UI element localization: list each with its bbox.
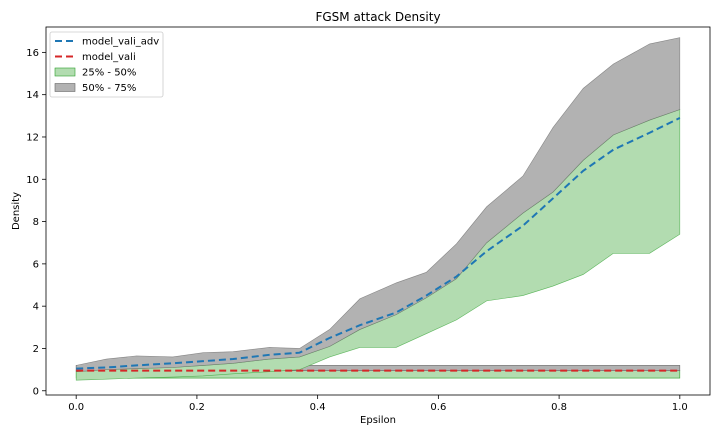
y-axis-ticks: 0 2 4 6 8 10 12 14 16 xyxy=(26,48,46,397)
y-tick-label: 12 xyxy=(26,132,39,143)
x-tick-label: 0.6 xyxy=(430,402,446,413)
legend-label-model-vali: model_vali xyxy=(82,52,136,63)
plot-frame xyxy=(45,26,711,396)
y-tick-label: 0 xyxy=(33,386,39,397)
y-tick-label: 14 xyxy=(26,90,39,101)
x-axis-ticks: 0.0 0.2 0.4 0.6 0.8 1.0 xyxy=(68,395,688,413)
legend-swatch-50-75 xyxy=(54,83,76,92)
legend-swatch-25-50 xyxy=(54,67,76,77)
y-tick-label: 4 xyxy=(33,302,39,313)
lines-layer xyxy=(76,117,681,372)
y-tick-label: 10 xyxy=(26,175,39,186)
x-tick-label: 0.4 xyxy=(310,402,326,413)
y-axis-label: Density xyxy=(11,192,22,230)
x-tick-label: 0.0 xyxy=(68,402,84,413)
y-tick-label: 2 xyxy=(33,344,39,355)
chart-title: FGSM attack Density xyxy=(315,10,440,24)
y-tick-label: 6 xyxy=(33,259,39,270)
bands-layer xyxy=(75,37,681,381)
legend-label-25-50: 25% - 50% xyxy=(82,68,136,79)
x-tick-label: 0.2 xyxy=(189,402,205,413)
band-50-75 xyxy=(75,37,681,373)
y-tick-label: 8 xyxy=(33,217,39,228)
legend-label-50-75: 50% - 75% xyxy=(82,83,136,94)
y-tick-label: 16 xyxy=(26,48,39,59)
legend: model_vali_adv model_vali 25% - 50% 50% - 7… xyxy=(49,31,164,98)
legend-label-model-vali-adv: model_vali_adv xyxy=(82,37,159,48)
x-tick-label: 1.0 xyxy=(672,402,688,413)
legend-box xyxy=(49,31,164,98)
x-tick-label: 0.8 xyxy=(551,402,567,413)
x-axis-label: Epsilon xyxy=(360,415,396,426)
line-model-vali-adv xyxy=(76,117,681,370)
